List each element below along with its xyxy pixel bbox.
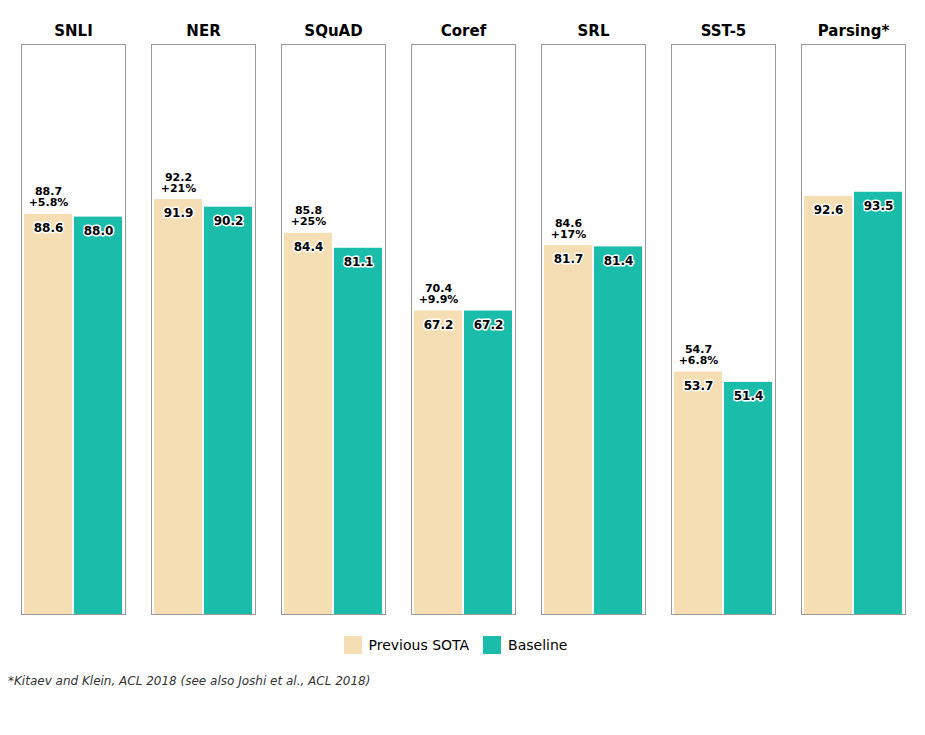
svg-text:84.6+17%: 84.6+17% [551, 217, 587, 241]
svg-text:81.1: 81.1 [344, 255, 374, 269]
svg-text:88.6: 88.6 [34, 221, 64, 235]
svg-text:88.0: 88.0 [84, 224, 114, 238]
svg-text:67.2: 67.2 [474, 318, 504, 332]
svg-text:SST-5: SST-5 [701, 22, 747, 40]
svg-text:92.2+21%: 92.2+21% [161, 171, 197, 195]
svg-text:81.7: 81.7 [554, 252, 584, 266]
svg-text:SNLI: SNLI [54, 22, 93, 40]
html-text:Previous SOTA: Previous SOTA [368, 636, 470, 653]
html-text:Baseline: Baseline [508, 636, 568, 653]
svg-text:SQuAD: SQuAD [304, 22, 362, 40]
svg-text:81.4: 81.4 [604, 254, 634, 268]
svg-text:54.7+6.8%: 54.7+6.8% [679, 343, 719, 367]
svg-text:53.7: 53.7 [684, 379, 714, 393]
svg-text:84.4: 84.4 [294, 240, 324, 254]
svg-text:67.2: 67.2 [424, 318, 454, 332]
svg-text:SRL: SRL [578, 22, 610, 40]
svg-text:91.9: 91.9 [164, 206, 194, 220]
html-text:*Kitaev and Klein, ACL 2018 (s: *Kitaev and Klein, ACL 2018 (see also Jo… [8, 674, 371, 688]
svg-text:Coref: Coref [441, 22, 487, 40]
svg-text:93.5: 93.5 [864, 199, 894, 213]
svg-text:Parsing*: Parsing* [818, 22, 890, 40]
svg-text:70.4+9.9%: 70.4+9.9% [419, 282, 459, 306]
svg-text:92.6: 92.6 [814, 203, 844, 217]
svg-text:90.2: 90.2 [214, 214, 244, 228]
svg-text:85.8+25%: 85.8+25% [291, 204, 327, 228]
svg-text:51.4: 51.4 [734, 389, 764, 403]
svg-text:88.7+5.8%: 88.7+5.8% [29, 185, 69, 209]
svg-text:NER: NER [186, 22, 221, 40]
